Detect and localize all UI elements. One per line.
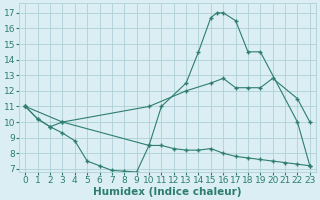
X-axis label: Humidex (Indice chaleur): Humidex (Indice chaleur): [93, 187, 242, 197]
